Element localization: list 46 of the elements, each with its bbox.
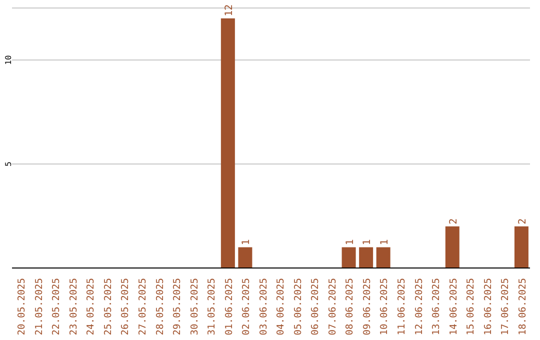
bar: [376, 247, 390, 268]
data-label: 12: [224, 4, 235, 16]
bar: [445, 226, 460, 268]
x-tick-label: 26.05.2025: [120, 278, 132, 336]
x-tick-label: 23.05.2025: [68, 278, 80, 336]
x-tick-label: 02.06.2025: [241, 278, 252, 336]
data-label: 1: [241, 239, 252, 246]
x-tick-label: 08.06.2025: [344, 278, 356, 336]
x-tick-label: 25.05.2025: [102, 278, 114, 336]
x-tick-label: 13.06.2025: [431, 278, 442, 336]
x-tick-label: 04.06.2025: [276, 278, 287, 336]
bar: [359, 247, 374, 268]
bar: [342, 247, 356, 268]
bar: [514, 226, 528, 268]
x-tick-label: 20.05.2025: [16, 278, 28, 336]
x-tick-label: 01.06.2025: [224, 278, 235, 336]
x-tick-label: 17.06.2025: [500, 278, 512, 336]
data-label: 1: [362, 239, 374, 246]
x-tick-label: 31.05.2025: [206, 278, 218, 336]
data-label: 2: [448, 218, 460, 224]
x-tick-label: 21.05.2025: [34, 278, 45, 336]
x-tick-label: 10.06.2025: [379, 278, 390, 336]
bar: [220, 18, 235, 268]
x-tick-label: 05.06.2025: [292, 278, 304, 336]
x-tick-label: 22.05.2025: [51, 278, 62, 336]
x-tick-label: 29.05.2025: [172, 278, 184, 336]
y-tick-label: 10: [4, 55, 13, 65]
x-tick-label: 09.06.2025: [362, 278, 373, 336]
x-tick-label: 11.06.2025: [396, 278, 408, 336]
x-tick-label: 16.06.2025: [482, 278, 494, 336]
x-tick-label: 18.06.2025: [517, 278, 528, 336]
data-label: 1: [344, 239, 356, 246]
x-tick-label: 03.06.2025: [258, 278, 270, 336]
x-tick-label: 06.06.2025: [310, 278, 322, 336]
x-tick-label: 14.06.2025: [448, 278, 460, 336]
bar: [238, 247, 252, 268]
x-tick-label: 27.05.2025: [138, 278, 148, 336]
data-label: 2: [517, 218, 528, 224]
y-tick-label: 5: [4, 161, 13, 166]
x-tick-label: 28.05.2025: [154, 278, 166, 336]
x-tick-label: 07.06.2025: [327, 278, 338, 336]
x-tick-label: 15.06.2025: [466, 278, 477, 336]
data-label: 1: [379, 239, 390, 246]
x-tick-label: 24.05.2025: [86, 278, 97, 336]
x-tick-label: 30.05.2025: [189, 278, 200, 336]
x-tick-label: 12.06.2025: [414, 278, 425, 336]
